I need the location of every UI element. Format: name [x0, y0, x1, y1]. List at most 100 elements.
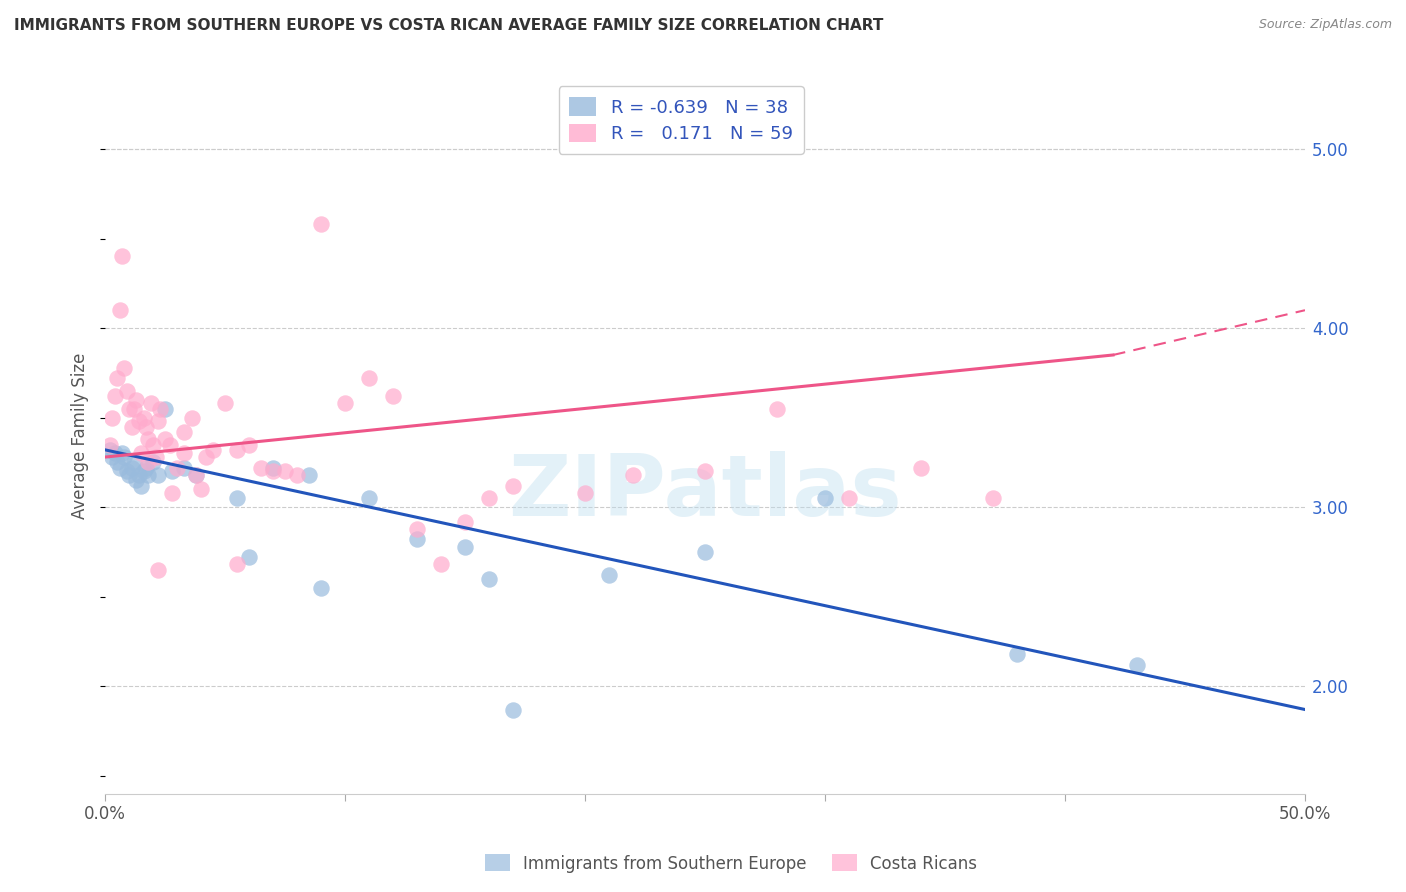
- Point: [359, 491, 381, 506]
- Point: [359, 371, 381, 385]
- Point: [132, 464, 155, 478]
- Point: [333, 396, 356, 410]
- Text: IMMIGRANTS FROM SOUTHERN EUROPE VS COSTA RICAN AVERAGE FAMILY SIZE CORRELATION C: IMMIGRANTS FROM SOUTHERN EUROPE VS COSTA…: [14, 18, 883, 33]
- Point: [138, 455, 160, 469]
- Point: [139, 396, 162, 410]
- Point: [406, 522, 429, 536]
- Point: [104, 446, 127, 460]
- Point: [180, 410, 202, 425]
- Point: [1126, 657, 1149, 672]
- Text: Source: ZipAtlas.com: Source: ZipAtlas.com: [1258, 18, 1392, 31]
- Point: [838, 491, 860, 506]
- Point: [226, 491, 249, 506]
- Point: [108, 303, 131, 318]
- Point: [125, 392, 148, 407]
- Point: [112, 450, 135, 464]
- Point: [202, 442, 225, 457]
- Point: [146, 563, 169, 577]
- Point: [104, 389, 127, 403]
- Point: [214, 396, 236, 410]
- Point: [166, 460, 188, 475]
- Point: [98, 442, 121, 457]
- Point: [125, 473, 148, 487]
- Point: [238, 437, 260, 451]
- Point: [105, 371, 128, 385]
- Point: [135, 419, 157, 434]
- Point: [693, 464, 716, 478]
- Point: [98, 437, 121, 451]
- Point: [766, 401, 789, 416]
- Point: [1005, 647, 1028, 661]
- Point: [298, 467, 321, 482]
- Text: ZIPatlas: ZIPatlas: [508, 451, 903, 534]
- Point: [262, 460, 284, 475]
- Point: [186, 467, 208, 482]
- Point: [454, 515, 477, 529]
- Point: [162, 464, 184, 478]
- Point: [149, 401, 172, 416]
- Point: [162, 486, 184, 500]
- Point: [814, 491, 837, 506]
- Point: [129, 446, 152, 460]
- Point: [190, 483, 212, 497]
- Point: [981, 491, 1004, 506]
- Point: [142, 437, 165, 451]
- Point: [111, 250, 134, 264]
- Point: [135, 460, 157, 475]
- Point: [406, 533, 429, 547]
- Point: [173, 425, 195, 439]
- Point: [226, 558, 249, 572]
- Point: [159, 437, 181, 451]
- Point: [128, 414, 150, 428]
- Point: [309, 581, 332, 595]
- Legend: R = -0.639   N = 38, R =   0.171   N = 59: R = -0.639 N = 38, R = 0.171 N = 59: [558, 87, 804, 154]
- Point: [621, 467, 644, 482]
- Point: [693, 545, 716, 559]
- Point: [285, 467, 308, 482]
- Point: [121, 460, 143, 475]
- Point: [118, 401, 141, 416]
- Point: [153, 432, 176, 446]
- Point: [122, 401, 145, 416]
- Point: [478, 491, 501, 506]
- Point: [226, 442, 249, 457]
- Point: [153, 401, 176, 416]
- Point: [238, 550, 260, 565]
- Point: [478, 572, 501, 586]
- Point: [274, 464, 297, 478]
- Point: [146, 467, 169, 482]
- Point: [138, 432, 160, 446]
- Point: [910, 460, 932, 475]
- Point: [262, 464, 284, 478]
- Point: [173, 446, 195, 460]
- Point: [115, 464, 138, 478]
- Point: [132, 410, 155, 425]
- Point: [101, 410, 124, 425]
- Point: [195, 450, 218, 464]
- Point: [112, 360, 135, 375]
- Point: [145, 450, 167, 464]
- Point: [430, 558, 453, 572]
- Point: [502, 478, 524, 492]
- Point: [382, 389, 405, 403]
- Point: [250, 460, 273, 475]
- Point: [115, 384, 138, 398]
- Point: [186, 467, 208, 482]
- Point: [129, 478, 152, 492]
- Point: [309, 217, 332, 231]
- Point: [454, 540, 477, 554]
- Legend: Immigrants from Southern Europe, Costa Ricans: Immigrants from Southern Europe, Costa R…: [478, 847, 984, 880]
- Point: [108, 460, 131, 475]
- Point: [138, 467, 160, 482]
- Y-axis label: Average Family Size: Average Family Size: [72, 352, 89, 519]
- Point: [502, 702, 524, 716]
- Point: [105, 455, 128, 469]
- Point: [111, 446, 134, 460]
- Point: [122, 455, 145, 469]
- Point: [598, 568, 620, 582]
- Point: [121, 419, 143, 434]
- Point: [142, 455, 165, 469]
- Point: [128, 467, 150, 482]
- Point: [118, 467, 141, 482]
- Point: [574, 486, 596, 500]
